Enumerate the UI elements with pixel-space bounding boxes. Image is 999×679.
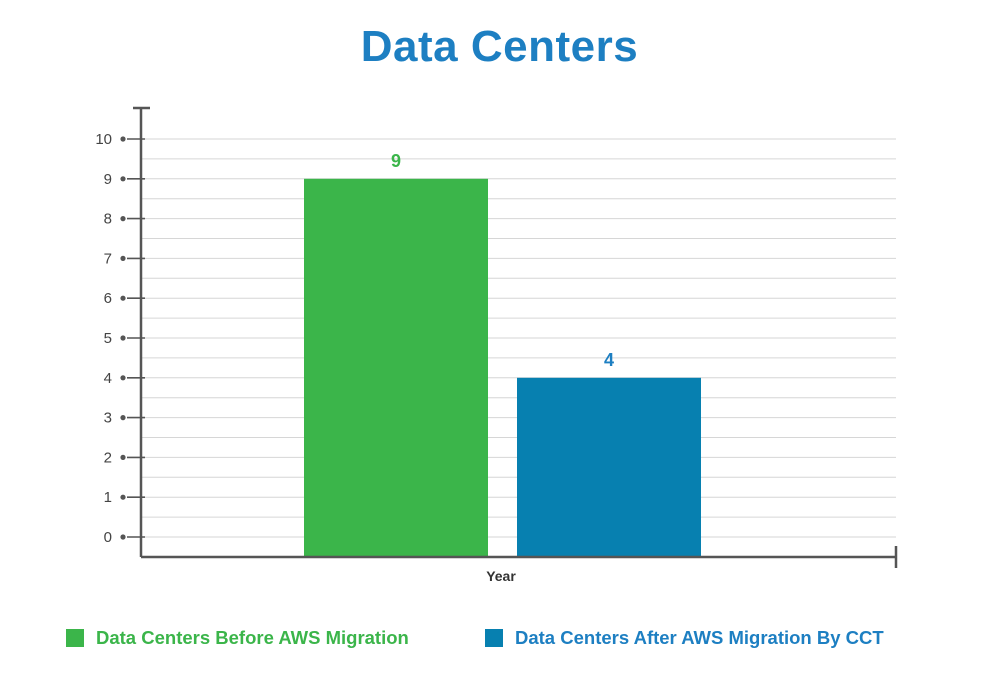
- y-tick-dot: [120, 255, 126, 261]
- legend-swatch-before: [66, 629, 84, 647]
- y-tick-label: 4: [104, 370, 112, 387]
- y-tick-dot: [120, 415, 126, 421]
- y-tick-label: 2: [104, 449, 112, 466]
- y-tick-dot: [120, 136, 126, 142]
- chart-legend: Data Centers Before AWS Migration Data C…: [0, 627, 999, 657]
- legend-label-after: Data Centers After AWS Migration By CCT: [515, 627, 884, 648]
- legend-label-before: Data Centers Before AWS Migration: [96, 627, 409, 648]
- y-tick-label: 7: [104, 250, 112, 267]
- y-tick-dot: [120, 375, 126, 381]
- y-tick-dot: [120, 454, 126, 460]
- legend-item-after: Data Centers After AWS Migration By CCT: [485, 627, 884, 649]
- y-tick-label: 6: [104, 290, 112, 307]
- y-tick-dot: [120, 295, 126, 301]
- y-tick-label: 0: [104, 529, 112, 546]
- y-tick-dot: [120, 494, 126, 500]
- bar-after: [517, 377, 701, 557]
- y-tick-dot: [120, 335, 126, 341]
- y-tick-label: 3: [104, 410, 112, 427]
- y-tick-label: 5: [104, 330, 112, 347]
- y-tick-label: 10: [95, 131, 112, 148]
- y-tick-dot: [120, 176, 126, 182]
- data-label-after: 4: [604, 350, 614, 370]
- data-label-before: 9: [391, 151, 401, 171]
- bar-before: [304, 178, 488, 558]
- legend-item-before: Data Centers Before AWS Migration: [66, 627, 409, 649]
- chart-title: Data Centers: [360, 22, 639, 71]
- legend-swatch-after: [485, 629, 503, 647]
- y-tick-dot: [120, 534, 126, 540]
- y-tick-dot: [120, 216, 126, 222]
- x-axis-label: Year: [486, 568, 516, 584]
- y-tick-label: 1: [104, 489, 112, 506]
- y-tick-label: 8: [104, 211, 112, 228]
- y-tick-label: 9: [104, 171, 112, 188]
